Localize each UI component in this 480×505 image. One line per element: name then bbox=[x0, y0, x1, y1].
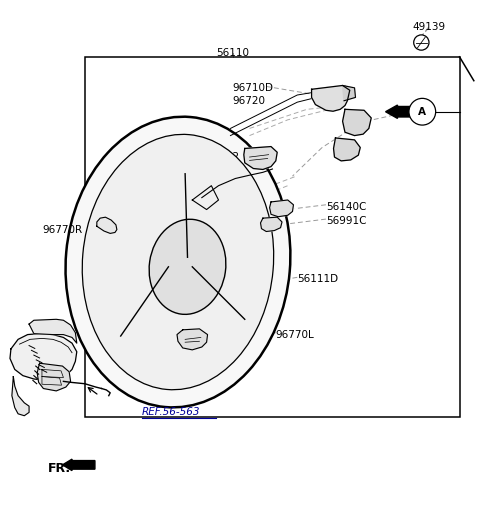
Ellipse shape bbox=[149, 219, 226, 315]
Text: 56991C: 56991C bbox=[326, 216, 366, 226]
Text: 49139: 49139 bbox=[412, 22, 445, 32]
Ellipse shape bbox=[82, 134, 274, 390]
Polygon shape bbox=[29, 319, 77, 343]
Text: 96770L: 96770L bbox=[276, 330, 314, 339]
Polygon shape bbox=[97, 217, 117, 233]
Polygon shape bbox=[177, 329, 207, 350]
Polygon shape bbox=[12, 377, 29, 416]
FancyArrow shape bbox=[62, 459, 95, 471]
Polygon shape bbox=[312, 85, 350, 111]
Bar bbox=[85, 57, 459, 417]
Polygon shape bbox=[343, 110, 371, 135]
Polygon shape bbox=[244, 146, 277, 170]
Polygon shape bbox=[37, 363, 71, 391]
Polygon shape bbox=[10, 334, 77, 380]
Text: FR.: FR. bbox=[48, 462, 72, 475]
Polygon shape bbox=[343, 85, 356, 100]
FancyArrow shape bbox=[385, 105, 419, 118]
Ellipse shape bbox=[66, 117, 290, 408]
Circle shape bbox=[409, 98, 436, 125]
Text: A: A bbox=[418, 107, 426, 117]
Text: 96710D: 96710D bbox=[233, 83, 274, 93]
Text: 96720: 96720 bbox=[233, 96, 266, 106]
Circle shape bbox=[414, 35, 429, 50]
Text: 56110: 56110 bbox=[216, 48, 249, 58]
Text: 96770R: 96770R bbox=[42, 225, 82, 235]
Text: REF.56-563: REF.56-563 bbox=[142, 407, 201, 417]
Text: 56182: 56182 bbox=[206, 152, 240, 162]
Polygon shape bbox=[270, 200, 293, 217]
Polygon shape bbox=[334, 138, 360, 161]
Text: 56140C: 56140C bbox=[326, 201, 366, 212]
Polygon shape bbox=[261, 217, 282, 231]
Text: 56111D: 56111D bbox=[297, 274, 338, 284]
